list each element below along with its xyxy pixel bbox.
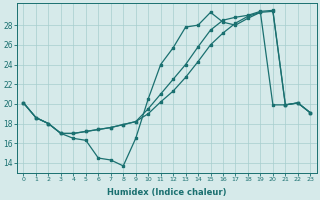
X-axis label: Humidex (Indice chaleur): Humidex (Indice chaleur) [107, 188, 227, 197]
